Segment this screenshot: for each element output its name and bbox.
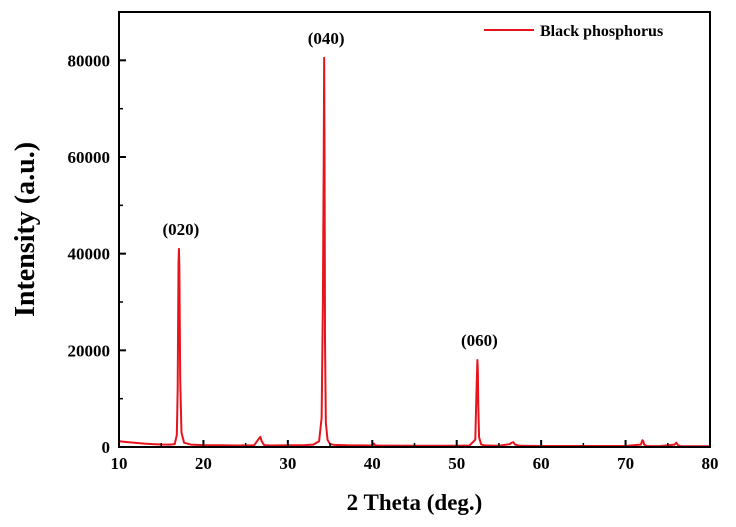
x-tick-label: 30 bbox=[279, 454, 296, 473]
y-tick-label: 40000 bbox=[68, 245, 111, 264]
series-line-0 bbox=[118, 56, 710, 448]
peak-label: (060) bbox=[461, 331, 498, 350]
plot-frame bbox=[118, 11, 711, 448]
plot-area bbox=[118, 56, 710, 448]
x-tick-label: 40 bbox=[364, 454, 381, 473]
x-tick-label: 10 bbox=[111, 454, 128, 473]
y-tick-label: 60000 bbox=[68, 148, 111, 167]
peak-label: (020) bbox=[163, 220, 200, 239]
legend: Black phosphorus bbox=[484, 23, 663, 40]
x-tick-label: 80 bbox=[702, 454, 719, 473]
axes bbox=[118, 11, 711, 448]
y-tick-label: 20000 bbox=[68, 341, 111, 360]
y-tick-label: 0 bbox=[102, 438, 111, 457]
x-tick-label: 50 bbox=[448, 454, 465, 473]
labels: 10 20 30 40 50 60 70 80 0 20000 40000 60000 80000 2 T… bbox=[10, 29, 719, 515]
x-tick-label: 70 bbox=[617, 454, 634, 473]
y-tick-label: 80000 bbox=[68, 51, 111, 70]
y-axis-title: Intensity (a.u.) bbox=[10, 142, 41, 317]
legend-label: Black phosphorus bbox=[540, 23, 663, 40]
x-tick-label: 60 bbox=[533, 454, 550, 473]
x-axis-title: 2 Theta (deg.) bbox=[347, 490, 483, 515]
x-tick-label: 20 bbox=[195, 454, 212, 473]
peak-label: (040) bbox=[308, 29, 345, 48]
